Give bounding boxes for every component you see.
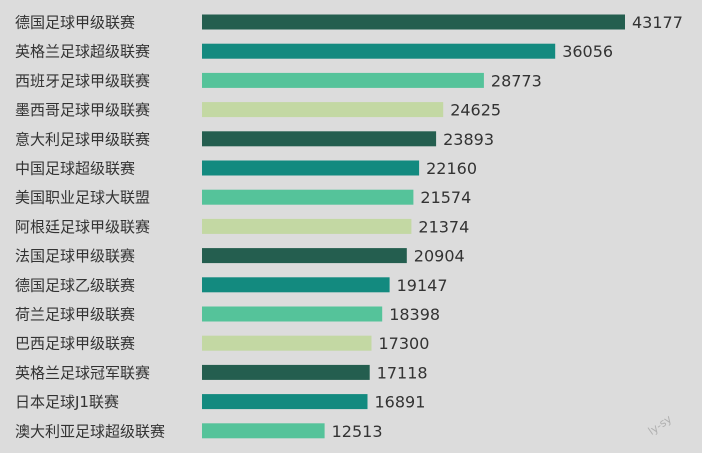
value-label: 21574 (420, 188, 471, 207)
value-label: 12513 (332, 422, 383, 441)
value-label: 18398 (389, 305, 440, 324)
bar (202, 248, 407, 264)
category-label: 澳大利亚足球超级联赛 (15, 422, 165, 440)
category-label: 墨西哥足球甲级联赛 (15, 101, 150, 119)
category-label: 英格兰足球冠军联赛 (15, 364, 150, 382)
bar (202, 306, 383, 322)
category-label: 日本足球J1联赛 (15, 393, 119, 411)
value-label: 24625 (450, 101, 501, 120)
bar (202, 277, 390, 293)
value-label: 16891 (375, 393, 426, 412)
value-label: 36056 (562, 42, 613, 61)
value-label: 28773 (491, 71, 542, 90)
value-label: 17118 (377, 363, 428, 382)
bar (202, 189, 414, 205)
bar (202, 131, 437, 147)
category-label: 法国足球甲级联赛 (15, 247, 135, 265)
category-label: 西班牙足球甲级联赛 (15, 72, 150, 90)
category-label: 中国足球超级联赛 (15, 160, 135, 178)
category-label: 阿根廷足球甲级联赛 (15, 218, 150, 236)
category-label: 英格兰足球超级联赛 (15, 43, 150, 61)
category-label: 意大利足球甲级联赛 (15, 130, 150, 148)
value-label: 20904 (414, 247, 465, 266)
bar (202, 364, 370, 380)
bar (202, 394, 368, 410)
category-label: 荷兰足球甲级联赛 (15, 306, 135, 324)
category-label: 德国足球乙级联赛 (15, 276, 135, 294)
category-label: 美国职业足球大联盟 (15, 189, 150, 207)
value-label: 43177 (632, 13, 683, 32)
value-label: 17300 (379, 334, 430, 353)
bar (202, 72, 484, 88)
value-label: 21374 (418, 217, 469, 236)
value-label: 22160 (426, 159, 477, 178)
category-label: 巴西足球甲级联赛 (15, 335, 135, 353)
bar (202, 102, 444, 118)
bar (202, 160, 420, 176)
bar (202, 335, 372, 351)
value-label: 23893 (443, 130, 494, 149)
bar (202, 43, 556, 59)
value-label: 19147 (397, 276, 448, 295)
bar (202, 218, 412, 234)
bar (202, 423, 325, 439)
bar (202, 14, 625, 30)
category-label: 德国足球甲级联赛 (15, 14, 135, 32)
